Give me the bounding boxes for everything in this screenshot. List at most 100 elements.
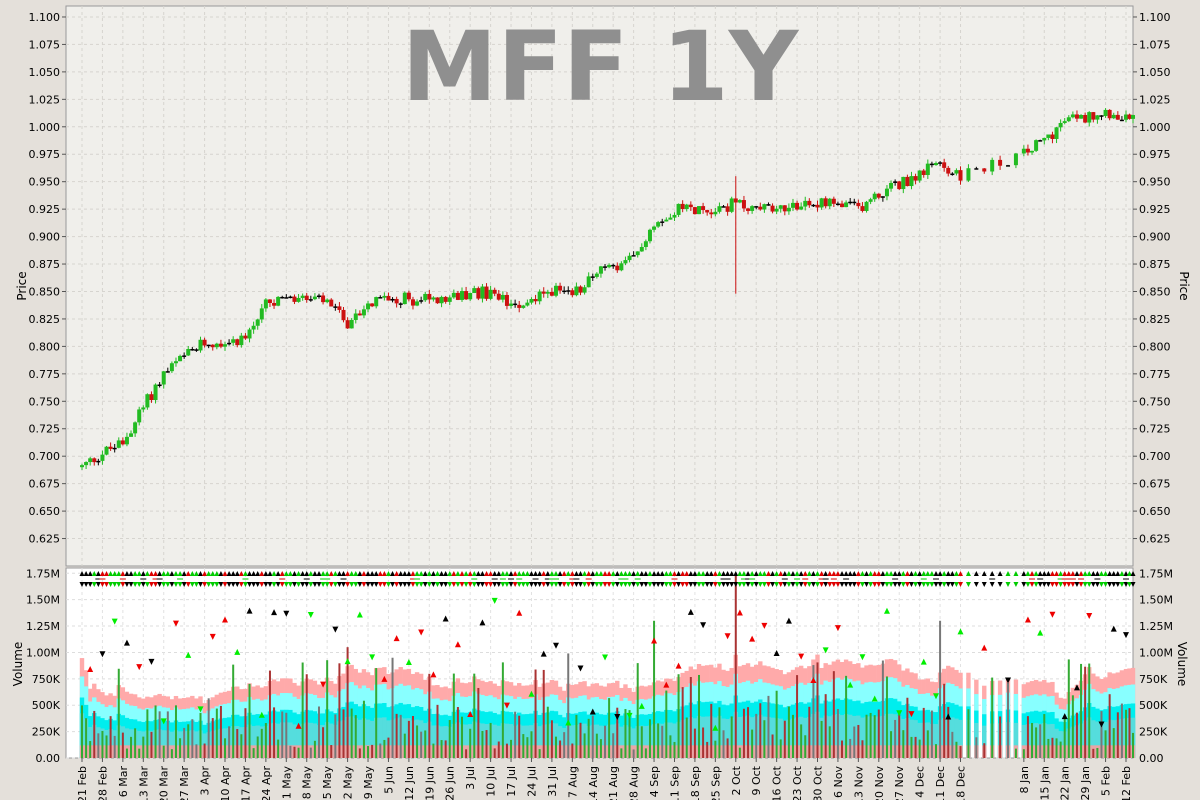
- marker-up: [528, 690, 535, 697]
- candle-body: [357, 313, 362, 316]
- candle-body: [321, 295, 326, 303]
- candle-body: [799, 206, 804, 210]
- volume-bar: [268, 670, 271, 758]
- price-tick-label-right: 0.875: [1139, 258, 1171, 271]
- signal-arrow-down: [618, 582, 624, 587]
- volume-band-core: [124, 728, 130, 758]
- volume-bar: [130, 736, 133, 758]
- volume-band-core: [839, 715, 845, 758]
- candle-body: [950, 173, 955, 176]
- signal-arrow-up: [247, 571, 253, 576]
- candle-body: [598, 266, 603, 274]
- candle-body: [202, 339, 207, 346]
- signal-arrow-up: [847, 571, 853, 576]
- candle-body: [251, 325, 256, 330]
- candle-body: [378, 297, 383, 299]
- marker-down: [724, 633, 731, 640]
- volume-bar: [277, 739, 280, 758]
- volume-bar: [387, 737, 390, 758]
- volume-bar: [1039, 724, 1042, 758]
- volume-bar: [738, 747, 741, 758]
- candle-body: [880, 196, 885, 198]
- marker-down: [798, 653, 805, 660]
- volume-bar: [224, 738, 227, 758]
- signal-arrow-up: [749, 571, 755, 576]
- candle-body: [431, 297, 436, 300]
- candle-body: [345, 320, 350, 329]
- signal-arrow-up: [774, 571, 780, 576]
- signal-arrow-up: [377, 571, 383, 576]
- candle-body: [741, 200, 746, 209]
- signal-arrow-down: [173, 582, 179, 587]
- candle-body: [713, 211, 718, 215]
- volume-bar: [1132, 732, 1134, 758]
- candle-body: [729, 198, 734, 212]
- volume-bar: [399, 714, 402, 758]
- volume-bar: [681, 687, 684, 758]
- signal-arrow-down: [553, 582, 559, 587]
- signal-arrow-down: [251, 582, 257, 587]
- x-tick-label: 20 Mar: [158, 766, 171, 800]
- signal-arrow-down: [582, 582, 588, 587]
- volume-bar: [354, 715, 357, 758]
- candle-body: [1054, 127, 1059, 139]
- signal-arrow-down: [210, 582, 216, 587]
- candle-body: [782, 205, 787, 212]
- candle-body: [611, 264, 616, 267]
- signal-arrow-up: [218, 571, 224, 576]
- signal-arrow-up: [451, 571, 457, 576]
- volume-bar: [975, 737, 978, 758]
- signal-arrow-up: [140, 571, 146, 576]
- signal-arrow-up: [222, 571, 228, 576]
- signal-arrow-up: [582, 571, 588, 576]
- candle-body: [427, 293, 432, 300]
- volume-bar: [546, 706, 549, 758]
- signal-arrow-down: [140, 582, 146, 587]
- signal-arrow-down: [753, 582, 759, 587]
- candle-body: [1046, 134, 1051, 138]
- candle-body: [329, 299, 334, 307]
- candle-body: [823, 198, 828, 207]
- volume-bar: [873, 715, 876, 758]
- volume-bar: [693, 728, 696, 758]
- volume-bar: [910, 736, 913, 758]
- volume-tick-label-right: 750K: [1139, 673, 1168, 686]
- marker-down: [148, 658, 155, 665]
- volume-bar: [550, 720, 553, 758]
- volume-bar: [170, 749, 173, 758]
- volume-bar: [1100, 711, 1103, 758]
- signal-arrow-down: [721, 582, 727, 587]
- signal-arrow-up: [859, 571, 865, 576]
- signal-arrow-down: [1078, 582, 1084, 587]
- volume-bar: [215, 708, 218, 758]
- marker-up: [271, 609, 278, 616]
- volume-bar: [710, 703, 713, 758]
- volume-bar: [706, 741, 709, 758]
- signal-arrow-down: [864, 582, 870, 587]
- signal-arrow-down: [716, 582, 722, 587]
- candle-body: [272, 303, 277, 306]
- signal-arrow-down: [1037, 582, 1043, 587]
- marker-up: [344, 658, 351, 665]
- volume-bar: [1043, 714, 1046, 758]
- signal-arrow-up: [181, 571, 187, 576]
- candle-body: [954, 170, 959, 174]
- price-tick-label-right: 0.975: [1139, 148, 1171, 161]
- signal-arrow-down: [259, 582, 265, 587]
- marker-down: [626, 712, 633, 719]
- signal-arrow-up: [463, 571, 469, 576]
- signal-arrow-up: [696, 571, 702, 576]
- marker-up: [479, 619, 486, 626]
- candle-body: [758, 206, 763, 210]
- signal-arrow-down: [925, 582, 931, 587]
- signal-arrow-up: [475, 571, 481, 576]
- signal-arrow-down: [941, 582, 947, 587]
- price-tick-label-right: 1.050: [1139, 66, 1171, 79]
- volume-tick-label-left: 1.25M: [26, 620, 60, 633]
- candle-body: [897, 181, 902, 190]
- volume-bar: [628, 710, 631, 758]
- volume-bar: [685, 717, 688, 758]
- price-tick-label-left: 0.625: [29, 533, 61, 546]
- signal-arrow-down: [590, 582, 596, 587]
- marker-up: [467, 711, 474, 718]
